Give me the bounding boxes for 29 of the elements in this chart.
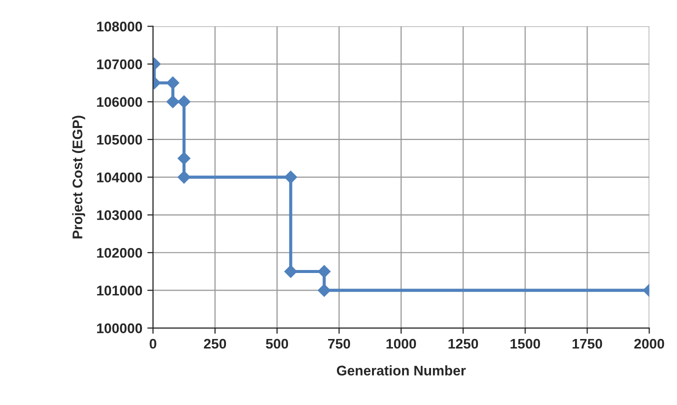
y-tick-label: 108000: [97, 22, 142, 32]
point: [178, 170, 190, 184]
point: [284, 265, 298, 278]
x-tick-label: 1500: [510, 338, 540, 349]
x-tick-label: 1250: [448, 338, 478, 349]
point: [166, 95, 180, 108]
x-tick-label: 250: [204, 338, 226, 349]
y-tick-label: 101000: [97, 286, 142, 296]
y-tick-label: 105000: [97, 134, 142, 145]
x-tick-label: 1750: [572, 338, 602, 349]
point: [284, 170, 298, 184]
y-tick-label: 106000: [97, 97, 142, 107]
x-tick-label: 1000: [386, 338, 416, 349]
x-tick-label: 750: [328, 338, 350, 349]
y-tick-label: 102000: [97, 248, 142, 258]
y-tick-label: 104000: [97, 172, 142, 182]
y-tick-label: 100000: [97, 323, 142, 334]
x-axis-title: Generation Number: [336, 365, 466, 376]
y-tick-label: 103000: [97, 210, 142, 220]
x-tick-label: 2000: [634, 338, 664, 349]
point: [178, 152, 190, 165]
point: [318, 284, 331, 297]
point: [178, 95, 190, 108]
point: [318, 265, 331, 278]
y-axis-title: Project Cost (EGP): [72, 116, 86, 238]
x-tick-label: 0: [150, 338, 156, 349]
point: [166, 76, 180, 90]
x-tick-label: 500: [266, 338, 288, 349]
y-tick-label: 107000: [97, 59, 142, 70]
